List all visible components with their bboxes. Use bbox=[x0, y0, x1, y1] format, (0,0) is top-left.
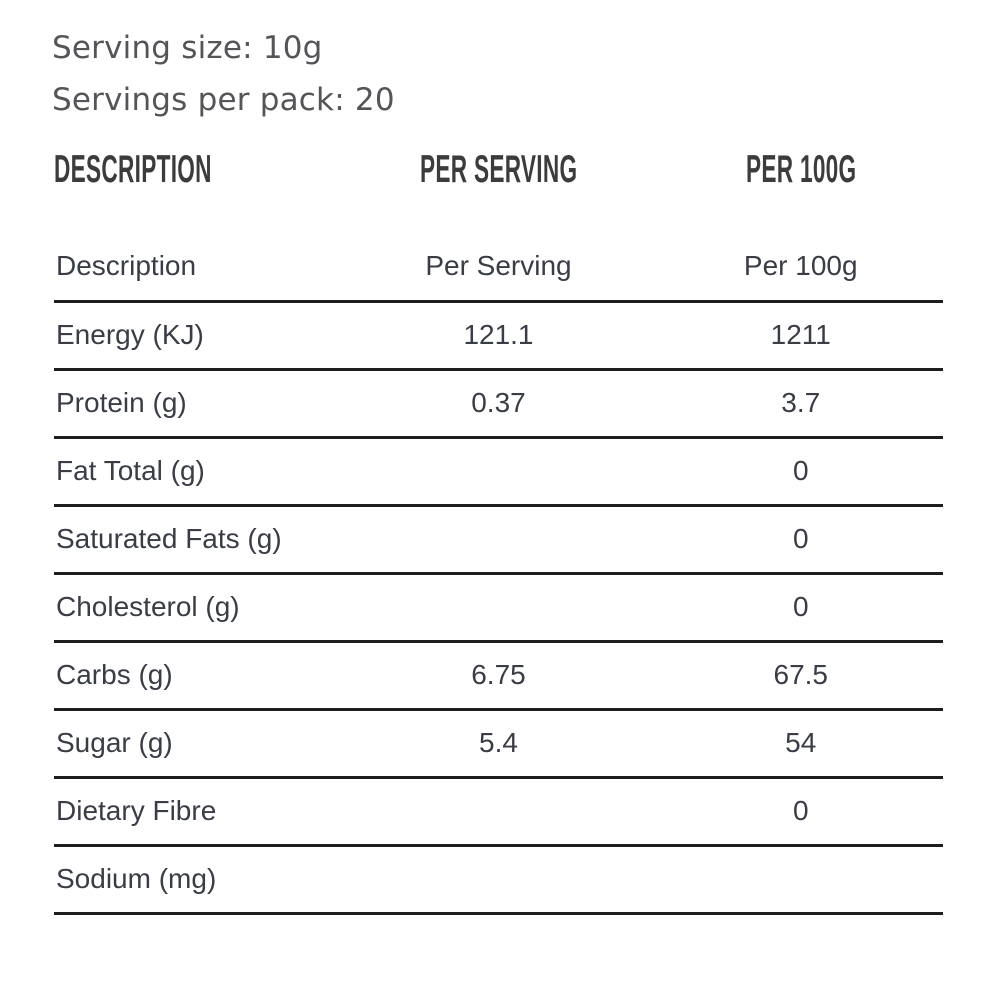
row-label: Sodium (mg) bbox=[54, 845, 339, 915]
row-per-100g: 0 bbox=[658, 505, 943, 575]
display-header-per-serving-label: PER SERVING bbox=[419, 148, 578, 191]
sub-header-per-100g: Per 100g bbox=[658, 233, 943, 303]
row-per-100g: 0 bbox=[658, 777, 943, 847]
table-row: Fat Total (g) 0 bbox=[54, 437, 943, 507]
table-row: Protein (g) 0.37 3.7 bbox=[54, 369, 943, 439]
row-per-100g: 0 bbox=[658, 437, 943, 507]
row-per-serving bbox=[338, 437, 659, 507]
table-display-header: DESCRIPTION PER SERVING PER 100G bbox=[54, 148, 943, 192]
sub-header-description: Description bbox=[54, 233, 339, 303]
row-per-serving bbox=[338, 505, 659, 575]
row-label: Cholesterol (g) bbox=[54, 573, 339, 643]
row-per-100g: 54 bbox=[658, 709, 943, 779]
row-per-serving: 121.1 bbox=[338, 301, 659, 371]
row-per-100g: 67.5 bbox=[658, 641, 943, 711]
row-per-serving bbox=[338, 845, 659, 915]
table-row: Dietary Fibre 0 bbox=[54, 777, 943, 847]
row-per-serving bbox=[338, 573, 659, 643]
display-header-per-100g-label: PER 100G bbox=[745, 148, 856, 191]
display-header-per-serving: PER SERVING bbox=[338, 148, 658, 192]
table-row: Sugar (g) 5.4 54 bbox=[54, 709, 943, 779]
serving-info-block: Serving size: 10g Servings per pack: 20 bbox=[52, 22, 395, 126]
row-per-100g: 0 bbox=[658, 573, 943, 643]
table-row: Sodium (mg) bbox=[54, 845, 943, 915]
table-row: Saturated Fats (g) 0 bbox=[54, 505, 943, 575]
table-row: Energy (KJ) 121.1 1211 bbox=[54, 301, 943, 371]
servings-per-pack-text: Servings per pack: 20 bbox=[52, 82, 395, 118]
row-per-100g bbox=[658, 845, 943, 915]
sub-header-per-serving: Per Serving bbox=[338, 233, 659, 303]
row-label: Fat Total (g) bbox=[54, 437, 339, 507]
row-label: Dietary Fibre bbox=[54, 777, 339, 847]
row-per-serving: 6.75 bbox=[338, 641, 659, 711]
table-sub-header-row: Description Per Serving Per 100g bbox=[54, 233, 943, 303]
table-row: Carbs (g) 6.75 67.5 bbox=[54, 641, 943, 711]
row-label: Carbs (g) bbox=[54, 641, 339, 711]
display-header-description-label: DESCRIPTION bbox=[54, 148, 212, 191]
row-per-100g: 3.7 bbox=[658, 369, 943, 439]
row-per-serving: 0.37 bbox=[338, 369, 659, 439]
table-row: Cholesterol (g) 0 bbox=[54, 573, 943, 643]
row-per-serving: 5.4 bbox=[338, 709, 659, 779]
row-label: Saturated Fats (g) bbox=[54, 505, 339, 575]
nutrition-table: Description Per Serving Per 100g Energy … bbox=[54, 233, 943, 915]
row-label: Energy (KJ) bbox=[54, 301, 339, 371]
row-label: Protein (g) bbox=[54, 369, 339, 439]
display-header-per-100g: PER 100G bbox=[659, 148, 943, 192]
display-header-description: DESCRIPTION bbox=[54, 148, 338, 192]
row-per-100g: 1211 bbox=[658, 301, 943, 371]
row-per-serving bbox=[338, 777, 659, 847]
serving-size-text: Serving size: 10g bbox=[52, 30, 323, 66]
row-label: Sugar (g) bbox=[54, 709, 339, 779]
